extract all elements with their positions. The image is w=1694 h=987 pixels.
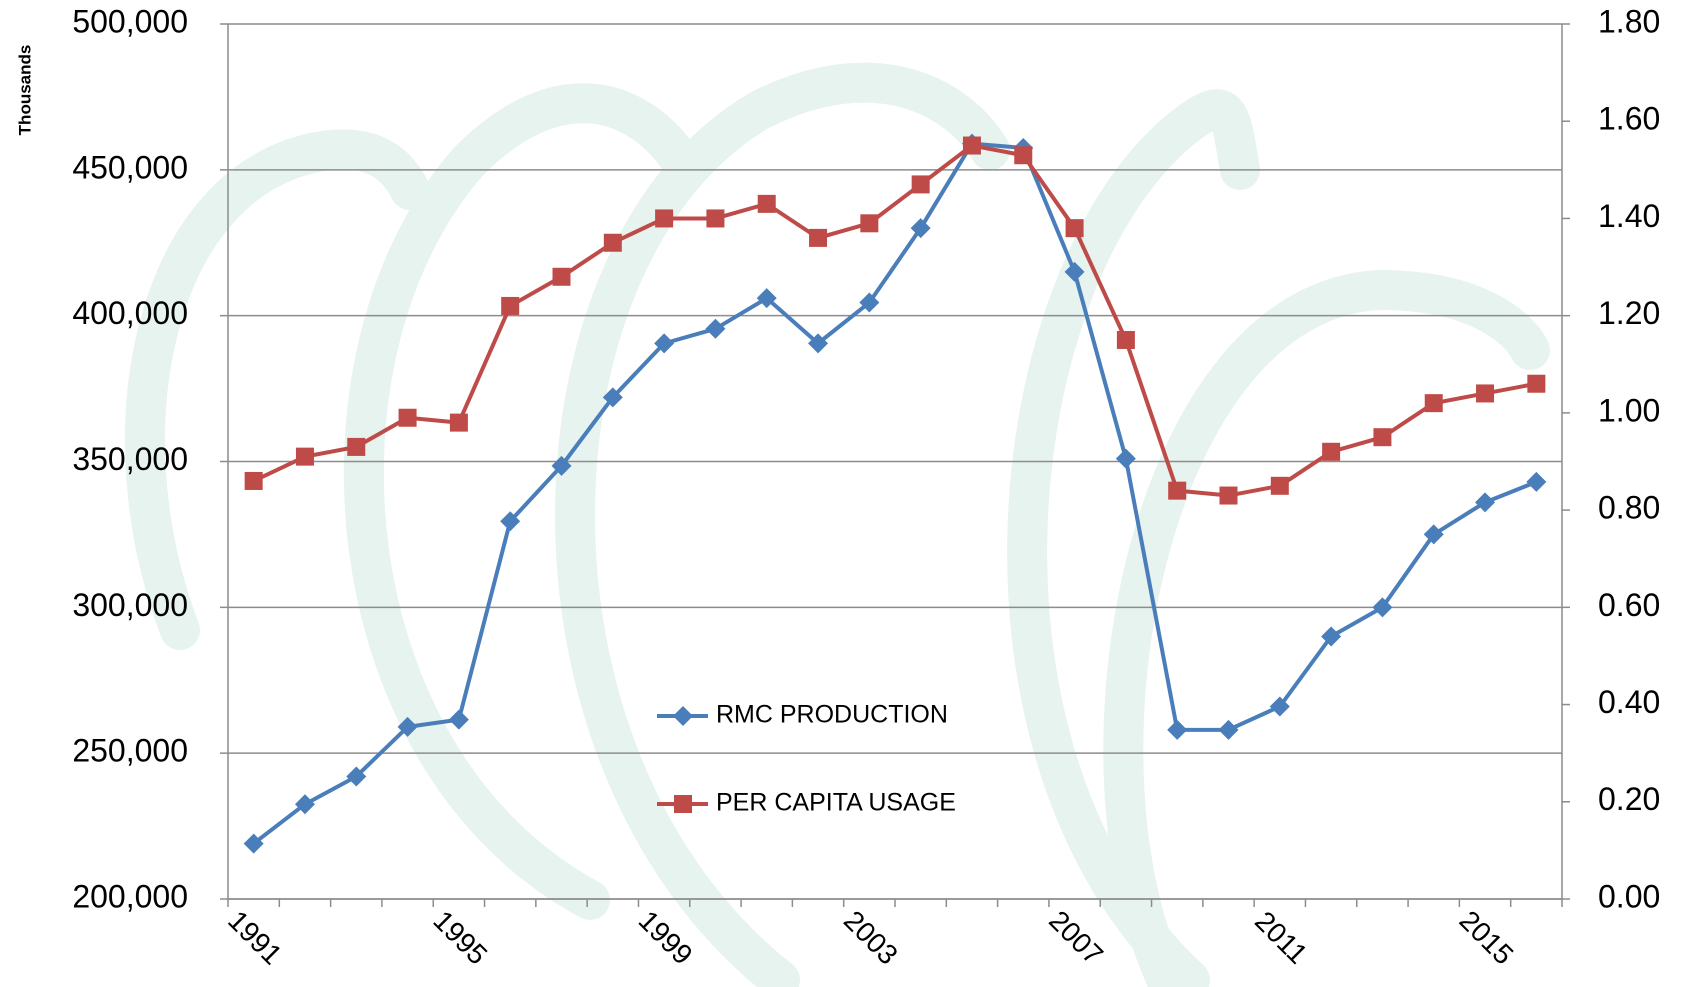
marker (1014, 146, 1033, 165)
marker (602, 387, 623, 408)
marker (1527, 374, 1546, 393)
marker (294, 794, 315, 815)
background-swirls (125, 62, 1550, 987)
marker (808, 333, 829, 354)
swirl (1103, 269, 1550, 987)
marker (501, 296, 520, 315)
marker (397, 716, 418, 737)
marker (654, 333, 675, 354)
x-tick-label: 1991 (222, 905, 288, 971)
series (244, 136, 1546, 505)
marker (603, 233, 622, 252)
y-tick-label: 300,000 (72, 587, 188, 623)
marker (1219, 486, 1238, 505)
y2-tick-label: 0.60 (1598, 587, 1660, 623)
legend-marker (673, 706, 693, 726)
marker (911, 175, 930, 194)
x-tick-label: 2011 (1249, 905, 1314, 970)
y2-tick-label: 0.80 (1598, 490, 1660, 526)
marker (398, 408, 417, 427)
y-axis-label: Thousands (15, 45, 34, 136)
y2-tick-label: 1.40 (1598, 198, 1660, 234)
legend-label: PER CAPITA USAGE (716, 789, 956, 817)
y2-tick-label: 0.40 (1598, 684, 1660, 720)
y2-tick-label: 1.80 (1598, 3, 1660, 39)
y2-tick-label: 1.00 (1598, 392, 1660, 428)
marker (1167, 719, 1188, 740)
legend-label: RMC PRODUCTION (716, 701, 948, 729)
marker (448, 709, 469, 730)
marker (706, 209, 725, 228)
marker (860, 214, 879, 233)
marker (1116, 330, 1135, 349)
marker (500, 511, 521, 532)
marker (1373, 428, 1392, 447)
x-tick-label: 1995 (427, 905, 493, 971)
marker (295, 447, 314, 466)
y-tick-label: 200,000 (72, 878, 188, 914)
marker (1423, 524, 1444, 545)
marker (705, 318, 726, 339)
y2-tick-label: 1.60 (1598, 101, 1660, 137)
marker (1064, 261, 1085, 282)
y-tick-label: 450,000 (72, 149, 188, 185)
marker (1424, 394, 1443, 413)
marker (1322, 442, 1341, 461)
swirl (343, 83, 700, 920)
marker (962, 136, 981, 155)
x-tick-label: 2007 (1043, 905, 1109, 971)
marker (1475, 492, 1496, 513)
legend-marker (674, 795, 692, 813)
y2-tick-label: 0.00 (1598, 878, 1660, 914)
swirl (1007, 89, 1260, 987)
y2-tick-label: 1.20 (1598, 295, 1660, 331)
swirl (555, 62, 1010, 987)
marker (1476, 384, 1495, 403)
marker (756, 288, 777, 309)
marker (1168, 481, 1187, 500)
marker (1218, 719, 1239, 740)
marker (757, 194, 776, 213)
marker (346, 766, 367, 787)
marker (551, 455, 572, 476)
marker (859, 292, 880, 313)
marker (809, 228, 828, 247)
marker (910, 218, 931, 239)
marker (1269, 696, 1290, 717)
x-tick-label: 2015 (1454, 905, 1520, 971)
marker (1115, 448, 1136, 469)
marker (449, 413, 468, 432)
y2-tick-label: 0.20 (1598, 781, 1660, 817)
marker (347, 437, 366, 456)
y-tick-label: 250,000 (72, 733, 188, 769)
y-tick-label: 350,000 (72, 441, 188, 477)
marker (1526, 471, 1547, 492)
marker (1065, 219, 1084, 238)
marker (552, 267, 571, 286)
marker (1321, 626, 1342, 647)
x-tick-label: 2003 (838, 905, 904, 971)
marker (1270, 476, 1289, 495)
y-tick-label: 500,000 (72, 3, 188, 39)
line (252, 141, 1538, 846)
marker (1372, 597, 1393, 618)
swirl (125, 129, 430, 650)
marker (655, 209, 674, 228)
marker (243, 833, 264, 854)
y-tick-label: 400,000 (72, 295, 188, 331)
marker (244, 471, 263, 490)
